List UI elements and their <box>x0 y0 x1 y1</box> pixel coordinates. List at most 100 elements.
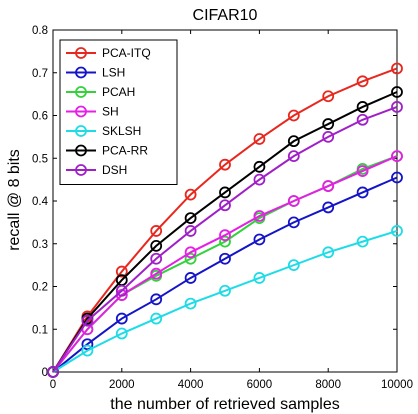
data-point <box>391 150 403 163</box>
data-point <box>150 312 163 325</box>
series-line <box>52 155 398 373</box>
x-tick-label: 6000 <box>247 379 273 391</box>
data-point <box>150 267 163 280</box>
series-sklsh <box>47 225 403 378</box>
data-point <box>287 109 300 122</box>
series-line <box>52 176 398 373</box>
series-line <box>52 91 398 373</box>
chart-title: CIFAR10 <box>193 7 258 24</box>
legend-item: DSH <box>66 163 127 177</box>
data-point <box>322 180 335 192</box>
series-sh <box>47 150 403 378</box>
data-point <box>322 246 335 259</box>
data-point <box>219 252 231 265</box>
data-point <box>115 327 128 340</box>
data-point <box>184 225 197 237</box>
legend-marker <box>75 144 87 157</box>
data-point <box>322 118 335 130</box>
data-point <box>150 239 163 252</box>
data-point <box>287 150 300 163</box>
legend: PCA-ITQ LSH PCAH SH SKLSH PCA-RR DSH <box>59 39 178 185</box>
series-layer <box>47 62 403 378</box>
data-point <box>356 113 369 126</box>
legend-label: DSH <box>102 163 127 177</box>
data-point <box>391 101 403 113</box>
data-point <box>253 160 266 173</box>
data-point <box>391 86 403 98</box>
legend-item: LSH <box>66 66 125 80</box>
data-point <box>115 284 128 297</box>
series-line <box>52 67 398 373</box>
data-point <box>253 210 266 222</box>
y-axis-label: recall @ 8 bits <box>6 149 23 251</box>
data-point <box>184 246 197 259</box>
series-dsh <box>47 101 403 378</box>
x-tick-label: 10000 <box>381 379 413 391</box>
legend-label: PCA-ITQ <box>102 46 151 60</box>
legend-item: SH <box>66 105 119 119</box>
data-point <box>115 312 128 325</box>
data-point <box>287 135 300 148</box>
legend-marker <box>75 164 87 176</box>
data-point <box>391 225 403 237</box>
data-point <box>219 199 231 212</box>
data-point <box>356 75 369 88</box>
legend-label: SKLSH <box>102 124 141 138</box>
x-tick-label: 4000 <box>178 379 204 391</box>
data-point <box>115 265 128 278</box>
x-tick-label: 8000 <box>315 379 341 391</box>
y-axis-ticks: 0 0.1 0.2 0.3 0.4 0.5 0.6 0.7 0.8 <box>32 25 397 379</box>
legend-label: PCAH <box>102 85 135 99</box>
data-point <box>356 186 369 199</box>
data-point <box>287 216 300 229</box>
data-point <box>322 201 335 214</box>
y-tick-label: 0.1 <box>32 324 48 336</box>
data-point <box>322 130 335 143</box>
x-tick-label: 0 <box>50 379 56 391</box>
data-point <box>184 212 197 225</box>
data-point <box>219 186 231 199</box>
x-axis-label: the number of retrieved samples <box>110 396 339 413</box>
data-point <box>184 188 197 201</box>
data-point <box>391 62 403 75</box>
legend-marker <box>75 125 87 137</box>
data-point <box>81 344 94 357</box>
data-point <box>356 101 369 113</box>
data-point <box>253 233 266 246</box>
data-point <box>356 235 369 248</box>
data-point <box>219 158 231 171</box>
data-point <box>150 293 163 306</box>
legend-label: LSH <box>102 66 125 80</box>
series-line <box>52 106 398 373</box>
legend-marker <box>75 66 87 79</box>
legend-marker <box>75 105 87 118</box>
y-tick-label: 0.3 <box>32 239 48 251</box>
data-point <box>219 284 231 297</box>
data-point <box>356 165 369 177</box>
y-tick-label: 0.5 <box>32 153 48 165</box>
y-tick-label: 0.4 <box>32 196 49 208</box>
legend-marker <box>75 47 87 59</box>
x-axis-ticks: 0 2000 4000 6000 8000 10000 <box>50 30 413 391</box>
data-point <box>219 229 231 242</box>
y-tick-label: 0.8 <box>32 25 48 37</box>
data-point <box>253 133 266 145</box>
legend-label: SH <box>102 105 119 119</box>
data-point <box>322 90 335 103</box>
legend-item: PCA-ITQ <box>66 46 151 60</box>
series-line <box>52 229 398 373</box>
data-point <box>253 272 266 284</box>
legend-label: PCA-RR <box>102 144 148 158</box>
y-tick-label: 0.2 <box>32 282 48 294</box>
legend-item: PCA-RR <box>66 144 148 158</box>
data-point <box>287 259 300 272</box>
data-point <box>391 171 403 184</box>
x-tick-label: 2000 <box>109 379 135 391</box>
legend-item: PCAH <box>66 85 135 99</box>
data-point <box>184 272 197 284</box>
data-point <box>184 252 197 265</box>
data-point <box>184 297 197 310</box>
data-point <box>150 252 163 265</box>
data-point <box>287 195 300 207</box>
